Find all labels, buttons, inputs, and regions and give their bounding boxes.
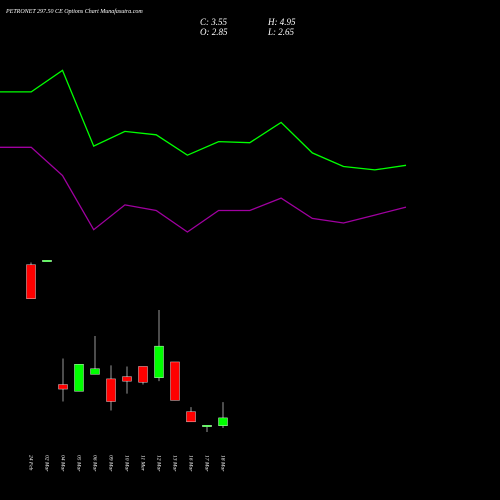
summary-stat: H: 4.95	[267, 17, 296, 27]
summary-stat: L: 2.65	[267, 27, 295, 37]
stat-label: O:	[200, 27, 210, 37]
candle-body	[202, 425, 212, 427]
summary-stat: C: 3.55	[200, 17, 228, 27]
x-tick-label: 18 Mar	[220, 455, 226, 472]
stat-value: 2.65	[278, 27, 294, 37]
stat-value: 3.55	[210, 17, 227, 27]
candle-body	[106, 378, 116, 402]
x-tick-label: 05 Mar	[76, 455, 82, 472]
candle-body	[218, 417, 228, 426]
candle-body	[154, 345, 164, 378]
indicator-line	[0, 69, 407, 171]
candle-body	[170, 361, 180, 401]
stat-label: C:	[200, 17, 209, 27]
x-tick-label: 13 Mar	[172, 455, 178, 472]
summary-stat: O: 2.85	[200, 27, 228, 37]
x-tick-label: 10 Mar	[124, 455, 130, 472]
x-tick-label: 24 Feb	[28, 455, 35, 471]
x-tick-label: 12 Mar	[156, 455, 162, 472]
x-tick-label: 16 Mar	[188, 455, 194, 472]
x-tick-label: 09 Mar	[108, 455, 114, 472]
stat-label: L:	[267, 27, 276, 37]
indicator-line	[0, 146, 407, 233]
candle-body	[186, 411, 196, 423]
stat-label: H:	[267, 17, 278, 27]
candle-body	[138, 366, 148, 383]
candle-body	[26, 264, 36, 299]
stat-value: 4.95	[280, 17, 296, 27]
stat-value: 2.85	[212, 27, 228, 37]
candle-body	[74, 364, 84, 392]
x-tick-label: 17 Mar	[204, 455, 210, 472]
x-tick-label: 06 Mar	[92, 455, 98, 472]
x-tick-label: 11 Mar	[140, 455, 146, 472]
x-tick-label: 04 Mar	[60, 455, 67, 472]
candle-body	[58, 384, 68, 390]
candle-body	[90, 368, 100, 375]
x-tick-label: 02 Mar	[44, 455, 50, 472]
candle-body	[42, 260, 52, 262]
candle-body	[122, 376, 132, 382]
chart-title: PETRONET 297.50 CE Options Chart Munafas…	[5, 8, 143, 15]
